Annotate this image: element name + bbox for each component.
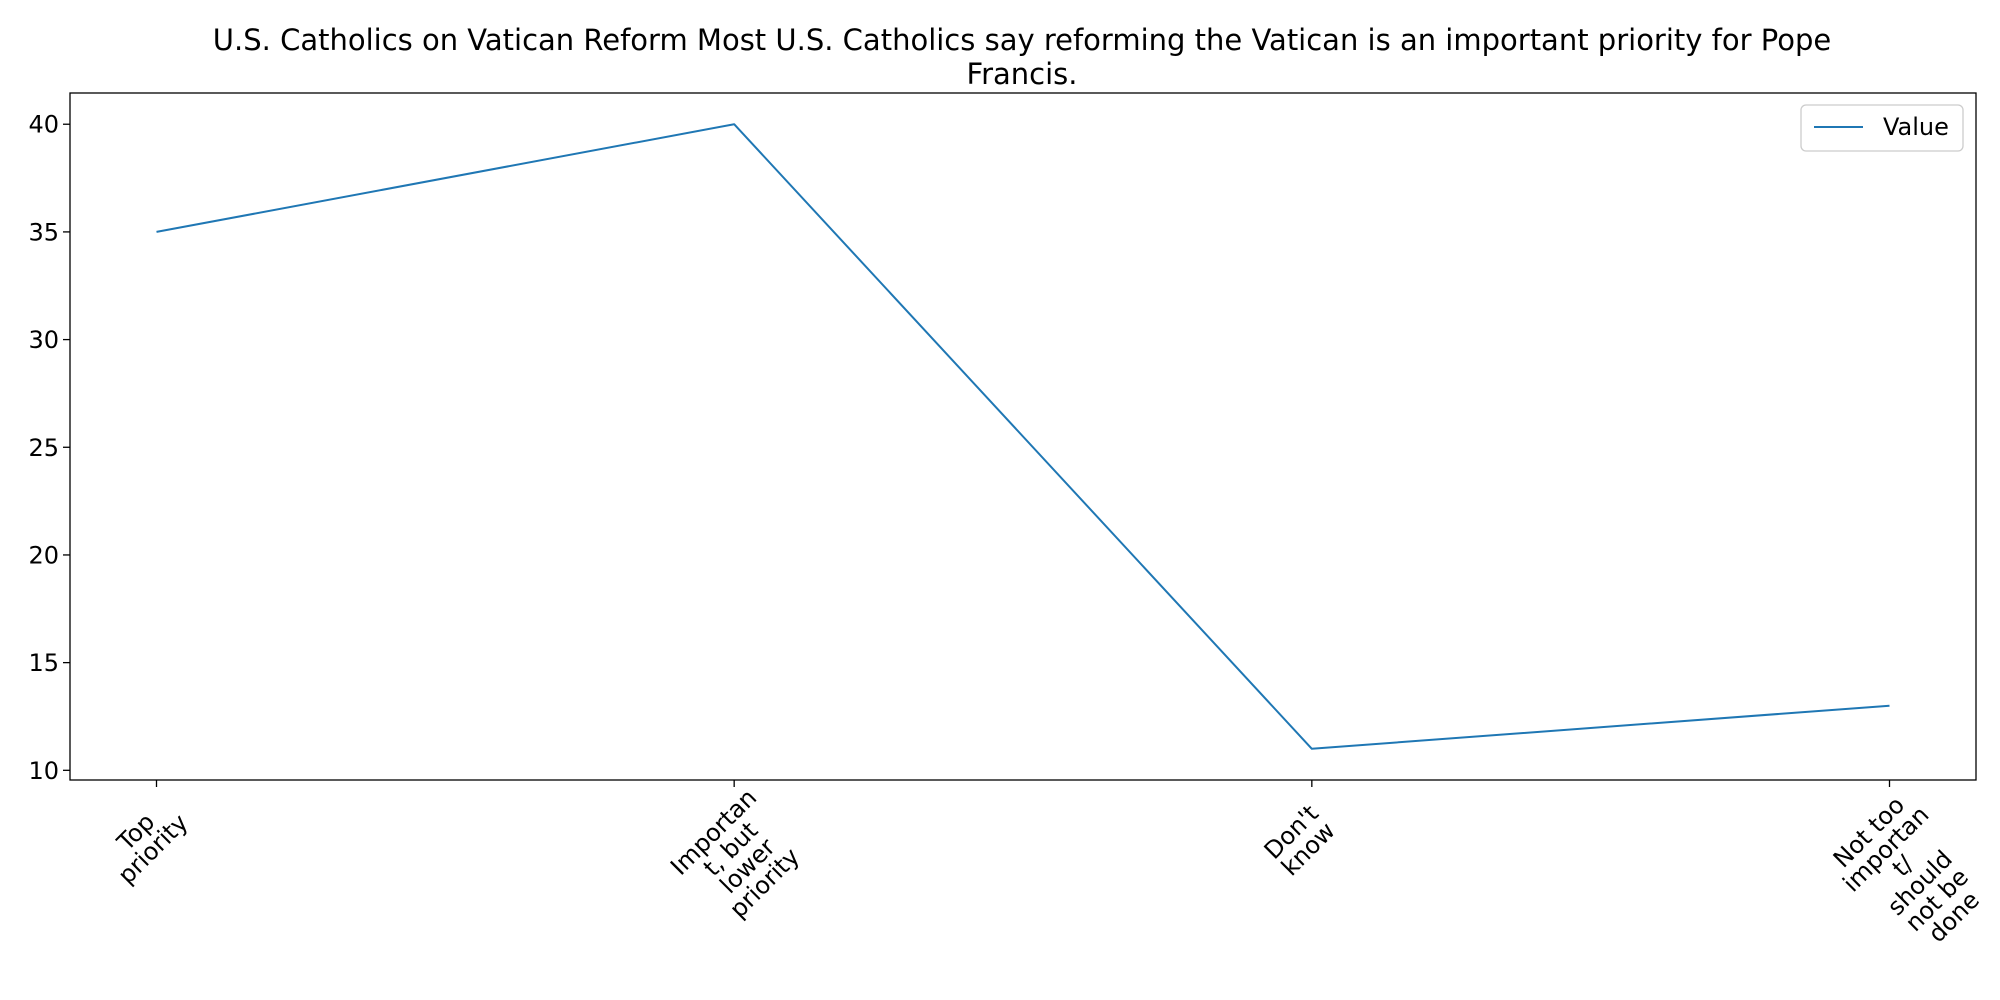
- y-tick-label: 20: [28, 541, 59, 569]
- y-axis: 10 15 20 25 30 35 40: [28, 111, 70, 785]
- legend-label: Value: [1883, 113, 1949, 141]
- y-tick-label: 10: [28, 757, 59, 785]
- y-tick-label: 40: [28, 111, 59, 139]
- y-tick-label: 35: [28, 218, 59, 246]
- y-tick-label: 30: [28, 326, 59, 354]
- plot-area-frame: [69, 92, 1977, 781]
- chart-title-line-2: Francis.: [967, 57, 1078, 91]
- chart-title-line-1: U.S. Catholics on Vatican Reform Most U.…: [213, 23, 1831, 57]
- y-tick-label: 25: [28, 434, 59, 462]
- legend: Value: [1800, 104, 1964, 152]
- legend-box: [1800, 104, 1964, 152]
- series-line-value: [156, 123, 1890, 750]
- y-tick-label: 15: [28, 649, 59, 677]
- series-layer: [156, 123, 1890, 750]
